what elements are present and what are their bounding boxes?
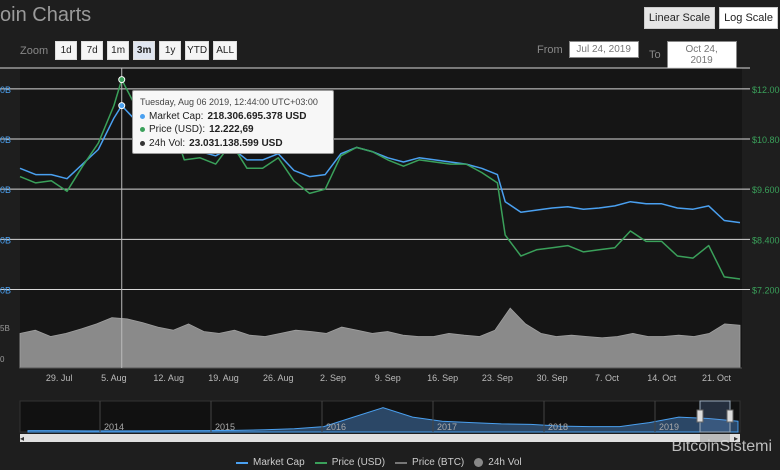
linear-scale-button[interactable]: Linear Scale — [643, 7, 716, 29]
price-dot-icon — [140, 127, 145, 133]
left-axis-label: 0B — [0, 235, 11, 245]
scale-toggle: Linear Scale Log Scale — [643, 7, 778, 29]
x-tick-label: 19. Aug — [208, 373, 239, 383]
x-tick-label: 7. Oct — [595, 373, 620, 383]
navigator-year-label: 2018 — [548, 422, 568, 432]
hover-point-price — [118, 76, 126, 84]
tooltip-row-market-cap: Market Cap: 218.306.695.378 USD — [140, 110, 326, 124]
watermark-logo: BitcoinSistemi — [671, 438, 772, 455]
scrollbar-thumb — [700, 434, 730, 442]
navigator-series — [27, 407, 739, 433]
navigator-handle-right — [726, 409, 734, 423]
line-icon — [314, 461, 327, 464]
tooltip-header: Tuesday, Aug 06 2019, 12:44:00 UTC+03:00 — [140, 97, 318, 107]
zoom-1m-button[interactable]: 1m — [107, 41, 130, 60]
right-axis-label: $8.400 — [752, 235, 780, 245]
zoom-1y-button[interactable]: 1y — [159, 41, 182, 60]
tooltip-label: Market Cap: — [149, 110, 204, 122]
legend-item-price-btc[interactable]: Price (BTC) — [395, 457, 464, 468]
volume-area — [19, 307, 741, 369]
legend-item-price-usd[interactable]: Price (USD) — [314, 457, 386, 468]
navigator-year-label: 2019 — [659, 422, 679, 432]
x-tick-label: 16. Sep — [427, 373, 458, 383]
legend-label: 24h Vol — [488, 457, 522, 468]
left-axis-label: 0B — [0, 285, 11, 295]
legend-label: Price (BTC) — [412, 457, 465, 468]
from-date-input[interactable]: Jul 24, 2019 — [568, 41, 639, 58]
line-icon — [395, 461, 408, 464]
scroll-right-icon: ▸ — [734, 434, 738, 443]
navigator-selection — [699, 400, 731, 433]
volume-dot-icon — [140, 140, 145, 146]
date-range-to: To Oct 24, 2019 — [649, 41, 737, 69]
right-axis-label: $12.000 — [752, 85, 780, 95]
tooltip-value: 218.306.695.378 USD — [207, 110, 307, 122]
navigator-year-label: 2016 — [326, 422, 346, 432]
legend-item-market-cap[interactable]: Market Cap — [236, 457, 305, 468]
x-tick-label: 23. Sep — [482, 373, 513, 383]
left-axis-label: 0B — [0, 185, 11, 195]
x-tick-label: 29. Jul — [46, 373, 73, 383]
zoom-ytd-button[interactable]: YTD — [185, 41, 210, 60]
x-tick-label: 9. Sep — [375, 373, 401, 383]
x-tick-label: 2. Sep — [320, 373, 346, 383]
navigator-handle-left — [696, 409, 704, 423]
date-range-from: From Jul 24, 2019 — [537, 41, 639, 58]
tooltip-value: 12.222,69 — [209, 124, 254, 135]
tooltip-label: Price (USD): — [149, 124, 206, 135]
market-cap-dot-icon — [140, 113, 145, 119]
hover-point-market-cap — [118, 102, 126, 110]
chart-tooltip: Tuesday, Aug 06 2019, 12:44:00 UTC+03:00… — [132, 90, 334, 154]
x-tick-label: 12. Aug — [153, 373, 184, 383]
navigator-year-label: 2014 — [104, 422, 124, 432]
log-scale-button[interactable]: Log Scale — [719, 7, 778, 29]
tooltip-value: 23.031.138.599 USD — [189, 137, 283, 149]
left-axis-label: 0B — [0, 135, 11, 145]
zoom-bar: Zoom 1d 7d 1m 3m 1y YTD ALL — [20, 41, 238, 60]
page-title: oin Charts — [0, 4, 92, 26]
line-icon — [236, 461, 248, 464]
right-axis-label: $7.200 — [752, 285, 780, 295]
legend-label: Market Cap — [253, 457, 305, 468]
x-tick-label: 21. Oct — [702, 373, 732, 383]
volume-axis-label: 5B — [0, 324, 10, 333]
zoom-1d-button[interactable]: 1d — [55, 41, 78, 60]
chart-legend: Market Cap Price (USD) Price (BTC) 24h V… — [236, 457, 522, 468]
legend-label: Price (USD) — [331, 457, 386, 468]
zoom-7d-button[interactable]: 7d — [81, 41, 104, 60]
x-tick-label: 14. Oct — [647, 373, 677, 383]
zoom-all-button[interactable]: ALL — [213, 41, 238, 60]
to-label: To — [649, 49, 661, 61]
legend-item-volume[interactable]: 24h Vol — [474, 457, 522, 468]
zoom-label: Zoom — [20, 44, 49, 57]
zoom-3m-button[interactable]: 3m — [133, 41, 156, 60]
scroll-left-icon: ◂ — [20, 434, 24, 443]
scrollbar-track — [20, 434, 740, 442]
left-axis-label: 0B — [0, 85, 11, 95]
tooltip-label: 24h Vol: — [149, 137, 186, 149]
navigator-year-label: 2017 — [437, 422, 457, 432]
volume-axis-label: 0 — [0, 355, 5, 364]
tooltip-row-price: Price (USD): 12.222,69 — [140, 123, 326, 137]
from-label: From — [537, 43, 563, 56]
right-axis-label: $9.600 — [752, 185, 780, 195]
right-axis-label: $10.800 — [752, 135, 780, 145]
circle-icon — [474, 458, 484, 467]
x-tick-label: 30. Sep — [537, 373, 568, 383]
x-tick-label: 26. Aug — [263, 373, 294, 383]
x-tick-label: 5. Aug — [101, 373, 127, 383]
navigator-year-label: 2015 — [215, 422, 235, 432]
tooltip-row-volume: 24h Vol: 23.031.138.599 USD — [140, 137, 326, 151]
